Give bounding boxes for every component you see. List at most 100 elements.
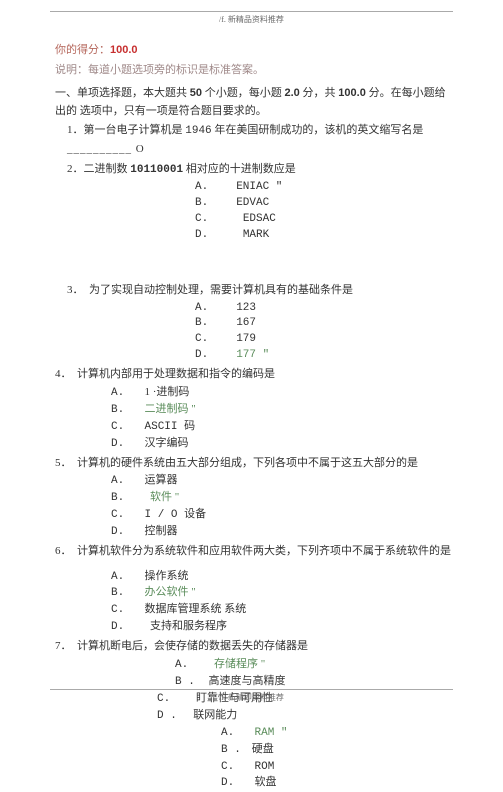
q3-opt-a: 123 — [236, 302, 256, 314]
q3-options: A. 123 B. 167 C. 179 D. 177 " — [195, 301, 453, 365]
q7-text: 计算机断电后，会使存储的数据丢失的存储器是 — [77, 640, 308, 652]
q3-opt-d: 177 " — [236, 349, 269, 361]
opt-label-a: A. — [111, 386, 139, 402]
opt-label-d: D. — [195, 348, 223, 364]
opt-label-d: D . — [157, 709, 185, 725]
q7b-opt-a: RAM " — [255, 727, 288, 739]
q6-opt-b: 办公软件 " — [145, 586, 196, 598]
opt-label-d: D. — [221, 776, 249, 792]
q4-opt-d: 汉字编码 — [145, 437, 189, 449]
q5-opt-b: 软件 " — [150, 491, 179, 503]
opt-label-d: D. — [195, 228, 223, 244]
q6-opt-c: 数据库管理系统 系统 — [145, 603, 247, 615]
opt-label-b: B. — [195, 316, 223, 332]
q6-options: A. 操作系统 B. 办公软件 " C. 数据库管理系统 系统 D. 支持和服务… — [111, 569, 453, 637]
sect-b1: 50 — [190, 87, 202, 99]
score-value: 100.0 — [110, 44, 138, 56]
q1-text-b: 年在美国研制成功的，该机的英文缩写名是 — [212, 124, 424, 136]
q2-opt-d: MARK — [243, 229, 269, 241]
q7b-opt-c: ROM — [255, 761, 275, 773]
sect-p3: 分，共 — [300, 87, 339, 99]
opt-label-c: C. — [195, 212, 223, 228]
opt-label-c: C. — [111, 420, 139, 436]
note-line: 说明：每道小题选项旁的标识是标准答案。 — [55, 62, 453, 80]
q7-options-2: A. RAM " B . 硬盘 C. ROM D. 软盘 — [221, 725, 453, 792]
question-2: 2．二进制数 10110001 相对应的十进制数应是 — [67, 161, 453, 180]
q7a-opt-b: 高速度与高精度 — [209, 675, 286, 687]
q6-opt-a: 操作系统 — [145, 570, 189, 582]
q4-num: 4． — [55, 368, 72, 380]
q4-text: 计算机内部用于处理数据和指令的编码是 — [77, 368, 275, 380]
page-footer: /f. 新精即资料推荐 — [0, 692, 503, 703]
q2-text-b: 相对应的十进制数应是 — [183, 163, 296, 175]
opt-label-a: A. — [111, 570, 139, 586]
q2-num: 2． — [67, 163, 84, 175]
sect-b3: 100.0 — [338, 87, 366, 99]
opt-label-b: B. — [195, 196, 223, 212]
q2-opt-b: EDVAC — [236, 197, 269, 209]
q4-opt-a: 1 ·进制码 — [145, 386, 190, 398]
opt-label-d: D. — [111, 525, 139, 541]
opt-label-c: C. — [195, 332, 223, 348]
q7b-opt-b: 硬盘 — [252, 743, 274, 755]
q6-opt-d: 支持和服务程序 — [150, 620, 227, 632]
q3-opt-c: 179 — [236, 333, 256, 345]
sect-p2: 个小题，每小题 — [202, 87, 285, 99]
q5-opt-c: I / O 设备 — [145, 509, 207, 521]
q4-opt-b: 二进制码 " — [145, 403, 196, 415]
q1-num: 1． — [67, 124, 84, 136]
opt-label-c: C. — [111, 508, 139, 524]
score-prefix: 你的得分： — [55, 44, 110, 56]
question-6: 6． 计算机软件分为系统软件和应用软件两大类，下列齐项中不属于系统软件的是 — [55, 543, 453, 561]
page-header: /f. 新精品资料推荐 — [0, 14, 503, 25]
main-content: 你的得分：100.0 说明：每道小题选项旁的标识是标准答案。 一、单项选择题，本… — [55, 42, 453, 792]
opt-label-a: A. — [195, 301, 223, 317]
q7a-opt-d: 联网能力 — [193, 709, 237, 721]
q4-options: A. 1 ·进制码 B. 二进制码 " C. ASCII 码 D. 汉字编码 — [111, 385, 453, 453]
q6-text: 计算机软件分为系统软件和应用软件两大类，下列齐项中不属于系统软件的是 — [77, 545, 451, 557]
q5-text: 计算机的硬件系统由五大部分组成，下列各项中不属于这五大部分的是 — [77, 457, 418, 469]
opt-label-b: B. — [111, 586, 139, 602]
q6-num: 6． — [55, 545, 72, 557]
q2-opt-a: ENIAC " — [236, 181, 282, 193]
q1-tail: O — [136, 143, 144, 155]
score-line: 你的得分：100.0 — [55, 42, 453, 60]
q3-opt-b: 167 — [236, 317, 256, 329]
sect-b2: 2.0 — [285, 87, 300, 99]
opt-label-a: A. — [111, 474, 139, 490]
question-1: 1．第一台电子计算机是 1946 年在美国研制成功的，该机的英文缩写名是 ___… — [67, 122, 453, 158]
q2-text-a: 二进制数 — [84, 163, 131, 175]
opt-label-d: D. — [111, 620, 139, 636]
opt-label-b: B. — [111, 491, 139, 507]
q3-text: 为了实现自动控制处理，需要计算机具有的基础条件是 — [89, 284, 353, 296]
opt-label-a: A. — [195, 180, 223, 196]
q2-options: A. ENIAC " B. EDVAC C. EDSAC D. MARK — [195, 180, 453, 244]
q5-opt-d: 控制器 — [145, 525, 178, 537]
q5-options: A. 运算器 B. 软件 " C. I / O 设备 D. 控制器 — [111, 473, 453, 541]
q1-year: 1946 — [185, 125, 211, 137]
question-3: 3． 为了实现自动控制处理，需要计算机具有的基础条件是 — [67, 282, 453, 300]
q3-num: 3． — [67, 284, 84, 296]
q7-num: 7． — [55, 640, 72, 652]
q1-text-a: 第一台电子计算机是 — [84, 124, 186, 136]
opt-label-c: C. — [221, 760, 249, 776]
opt-label-a: A. — [175, 658, 203, 674]
q4-opt-c: ASCII 码 — [145, 421, 196, 433]
section-heading: 一、单项选择题，本大题共 50 个小题，每小题 2.0 分，共 100.0 分。… — [55, 85, 453, 120]
q1-blank: __________ — [67, 143, 136, 155]
q7b-opt-d: 软盘 — [255, 776, 277, 788]
q5-num: 5． — [55, 457, 72, 469]
sect-p1: 一、单项选择题，本大题共 — [55, 87, 190, 99]
question-4: 4． 计算机内部用于处理数据和指令的编码是 — [55, 366, 453, 384]
opt-label-b: B. — [111, 403, 139, 419]
question-5: 5． 计算机的硬件系统由五大部分组成，下列各项中不属于这五大部分的是 — [55, 455, 453, 473]
opt-label-a: A. — [221, 726, 249, 742]
q2-bin: 10110001 — [130, 164, 183, 176]
q7-options-1: A. 存储程序 " B . 高速度与高精度 C. 盯靠性与可用性 D . 联网能… — [175, 657, 453, 725]
q7a-opt-a: 存储程序 " — [214, 658, 265, 670]
q5-opt-a: 运算器 — [145, 474, 178, 486]
opt-label-b: B . — [221, 743, 249, 759]
opt-label-d: D. — [111, 437, 139, 453]
opt-label-c: C. — [111, 603, 139, 619]
q2-opt-c: EDSAC — [243, 213, 276, 225]
